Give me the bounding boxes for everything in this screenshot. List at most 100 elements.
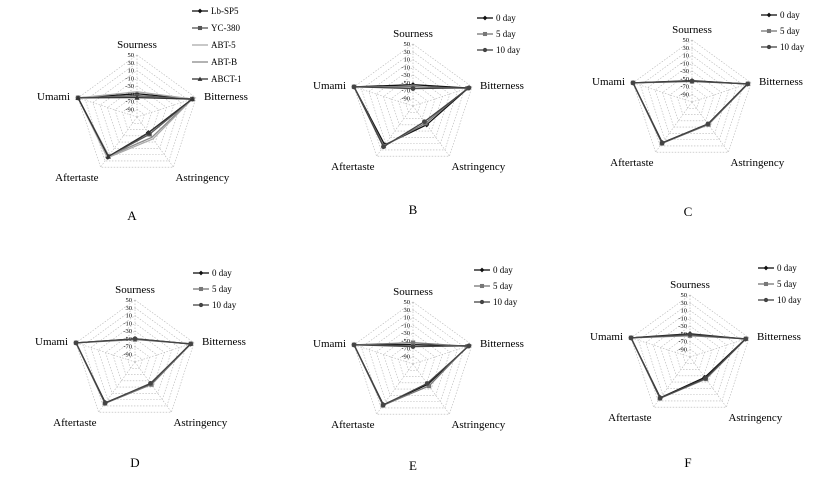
axis-label-umami: Umami: [37, 91, 70, 103]
grid-ring: [361, 309, 465, 409]
tick-label: 10: [126, 313, 133, 320]
tick-label: 30: [404, 49, 411, 56]
axis-label-sourness: Sourness: [393, 286, 433, 298]
tick-label: 50: [681, 292, 688, 299]
axis-label-umami: Umami: [35, 336, 68, 348]
data-point: [351, 84, 357, 90]
legend-item: 10 day: [761, 42, 805, 52]
tick-label: 30: [128, 60, 135, 67]
spoke: [412, 344, 473, 365]
grid-ring: [85, 62, 189, 162]
data-point: [422, 119, 427, 125]
tick-label: -30: [125, 83, 134, 90]
legend-label: 10 day: [496, 45, 521, 55]
grid-ring: [353, 301, 473, 415]
data-point: [466, 85, 472, 91]
series-line-10-day: [353, 86, 470, 148]
axis-label-sourness: Sourness: [670, 279, 710, 291]
legend-label: ABT-B: [211, 57, 237, 67]
data-point: [659, 140, 665, 146]
legend-item: YC-380: [192, 23, 240, 33]
legend-label: 5 day: [493, 281, 513, 291]
tick-label: 50: [126, 297, 133, 304]
tick-label: -70: [401, 88, 410, 95]
series-line-5-day: [75, 338, 192, 405]
legend-item: 10 day: [474, 297, 518, 307]
axis-label-aftertaste: Aftertaste: [53, 417, 96, 429]
legend-item: 5 day: [477, 29, 516, 39]
axis-label-sourness: Sourness: [672, 24, 712, 36]
legend-marker: [479, 299, 485, 305]
data-point: [188, 341, 193, 347]
legend-label: ABCT-1: [211, 74, 242, 84]
spoke: [412, 363, 450, 415]
grid-ring: [353, 43, 473, 157]
grid-ring: [368, 317, 458, 402]
tick-label: -30: [401, 72, 410, 79]
spoke: [77, 97, 138, 118]
grid-ring: [638, 302, 742, 402]
axis-label-bitterness: Bitterness: [757, 331, 801, 343]
axis-label-sourness: Sourness: [117, 39, 157, 51]
axis-label-umami: Umami: [313, 80, 346, 92]
tick-label: 10: [681, 308, 688, 315]
axis-label-bitterness: Bitterness: [759, 76, 803, 88]
tick-label: -10: [401, 64, 410, 71]
legend-label: ABT-5: [211, 40, 236, 50]
legend-label: YC-380: [211, 23, 240, 33]
data-point: [189, 96, 195, 102]
series-line-0-day: [353, 343, 469, 406]
spoke: [691, 101, 729, 153]
grid-ring: [676, 86, 708, 115]
legend-label: 5 day: [212, 284, 232, 294]
tick-label: 50: [128, 52, 135, 59]
tick-label: -30: [680, 68, 689, 75]
legend-label: 0 day: [777, 263, 797, 273]
axis-label-bitterness: Bitterness: [480, 338, 524, 350]
legend-marker: [479, 267, 485, 273]
grid-ring: [397, 90, 429, 119]
spoke: [100, 116, 138, 168]
legend-marker: [198, 302, 204, 308]
data-point: [426, 383, 432, 389]
series-line-0-day: [630, 333, 746, 399]
legend-item: ABCT-1: [192, 74, 242, 84]
data-point: [380, 402, 386, 408]
grid-ring: [652, 317, 728, 389]
grid-ring: [97, 322, 173, 394]
tick-label: 30: [404, 307, 411, 314]
grid-ring: [375, 66, 451, 138]
legend-item: 0 day: [474, 265, 513, 275]
axis-label-astringency: Astringency: [451, 161, 505, 173]
legend-item: Lb-SP5: [192, 6, 239, 16]
tick-label: -50: [401, 338, 410, 345]
grid-ring: [632, 39, 752, 153]
data-point: [657, 395, 663, 401]
grid-ring: [83, 307, 187, 407]
grid-ring: [660, 325, 720, 383]
legend-marker: [197, 8, 203, 14]
legend-label: 5 day: [780, 26, 800, 36]
legend-marker: [482, 15, 488, 21]
legend-marker: [482, 47, 488, 53]
tick-label: -90: [678, 346, 687, 353]
data-point: [630, 80, 636, 86]
tick-label: 50: [683, 37, 690, 44]
series-line-5-day: [353, 85, 469, 147]
data-point: [381, 144, 386, 150]
data-point: [75, 95, 81, 100]
grid-ring: [105, 330, 165, 388]
axis-label-sourness: Sourness: [115, 284, 155, 296]
legend-item: 0 day: [758, 263, 797, 273]
legend-label: 0 day: [496, 13, 516, 23]
data-point: [351, 342, 357, 348]
legend-label: 0 day: [212, 268, 232, 278]
spoke: [136, 97, 197, 118]
legend-marker: [766, 44, 772, 50]
data-point: [132, 336, 138, 342]
panel-letter: E: [409, 458, 417, 473]
legend-item: 10 day: [477, 45, 521, 55]
spoke: [353, 344, 414, 365]
axis-label-astringency: Astringency: [175, 172, 229, 184]
